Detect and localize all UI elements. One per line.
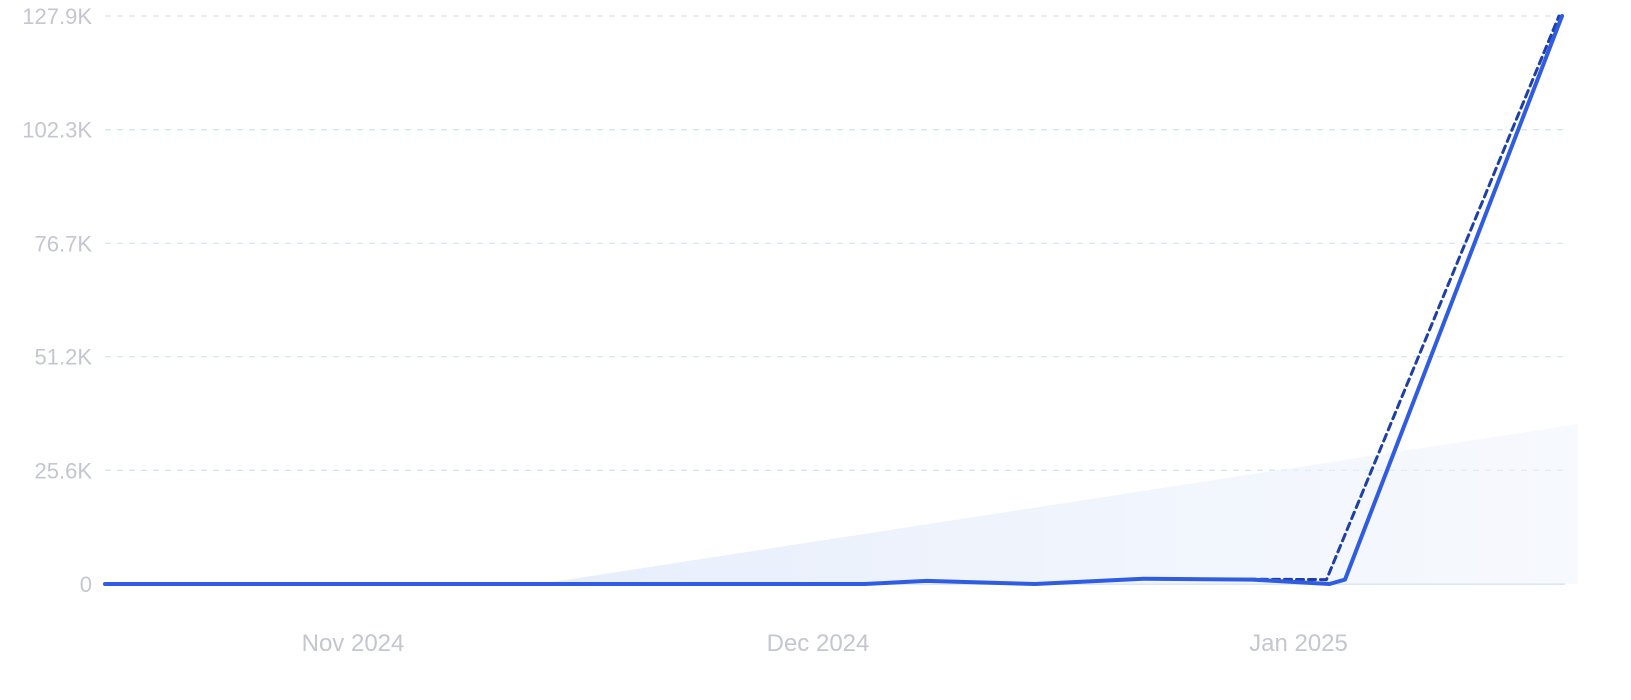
x-tick-label: Dec 2024 [767, 630, 870, 657]
y-tick-label: 127.9K [22, 4, 92, 29]
x-tick-label: Nov 2024 [302, 630, 405, 657]
x-tick-label: Jan 2025 [1249, 630, 1348, 657]
series-line-solid [103, 14, 1564, 586]
y-tick-label: 0 [80, 572, 92, 597]
y-tick-label: 25.6K [35, 458, 93, 483]
y-tick-label: 102.3K [22, 118, 92, 143]
y-axis-ticks: 0 25.6K 51.2K 76.7K 102.3K 127.9K [22, 4, 92, 597]
trend-area [539, 424, 1578, 584]
y-tick-label: 51.2K [35, 345, 93, 370]
series-lines [103, 14, 1564, 586]
y-tick-label: 76.7K [35, 231, 93, 256]
x-axis-ticks: Nov 2024 Dec 2024 Jan 2025 [302, 630, 1348, 657]
trend-forecast-area [539, 424, 1578, 584]
